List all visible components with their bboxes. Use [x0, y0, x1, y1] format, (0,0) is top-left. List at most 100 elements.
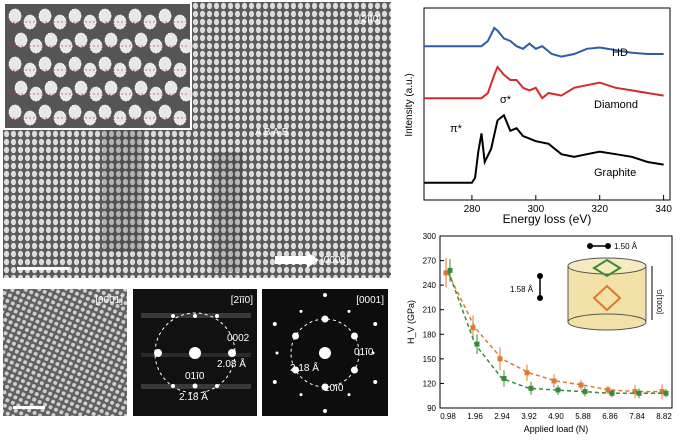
atom-column [38, 104, 52, 120]
atom-column [53, 62, 67, 78]
inset-side-length: 1.58 Å [510, 285, 534, 294]
data-point [474, 341, 480, 347]
diffraction-spot [373, 322, 378, 326]
x-tick-label: 7.84 [629, 412, 645, 421]
diffraction-spot [275, 351, 279, 355]
diffraction-spot [350, 332, 358, 340]
hrtem-image-panel: [2īī0] A B A B [0002] [3, 2, 391, 278]
atom-column [98, 8, 112, 24]
diffraction-spot [292, 332, 300, 340]
atom-column [158, 104, 172, 120]
diffraction-spot [373, 380, 378, 384]
stacking-label: A B A B [255, 127, 289, 138]
plot-frame [439, 235, 673, 409]
atom-column [113, 62, 127, 78]
x-tick-label: 5.88 [575, 412, 591, 421]
atom-column [113, 110, 127, 126]
zone-axis-label: [2īī0] [358, 14, 381, 25]
spacing-label-218b: 2.18 Å [290, 363, 319, 374]
y-axis-label: Intensity (a.u.) [404, 73, 415, 136]
diffraction-spot [299, 309, 303, 313]
data-point [659, 389, 665, 395]
atom-column [173, 62, 187, 78]
series-line-diamond [424, 65, 664, 100]
diffraction-spot [323, 293, 327, 297]
tem-lattice [3, 289, 127, 416]
atom-column [173, 110, 187, 126]
spacing-label-208: 2.08 Å [217, 359, 246, 370]
diffraction-2-svg [272, 293, 378, 413]
diffraction-2-zone-axis: [0001] [356, 295, 384, 306]
atom-column [53, 14, 67, 30]
atom-column [44, 32, 58, 48]
atom-column [68, 8, 82, 24]
atom-column [149, 38, 163, 54]
y-tick-label: 150 [423, 355, 437, 364]
diffraction-spot [350, 366, 358, 374]
atom-column [38, 56, 52, 72]
atom-column [74, 80, 88, 96]
data-point [447, 267, 453, 273]
inset-orange-indent [592, 284, 622, 312]
x-tick-label: 3.92 [521, 412, 537, 421]
y-axis-label: H_V (GPa) [406, 300, 416, 344]
tem-image-0001: [0001] [3, 289, 127, 416]
data-point [555, 387, 561, 393]
inset-axis-label: [0001]G [657, 289, 664, 314]
atom-column [74, 32, 88, 48]
y-tick-label: 270 [423, 257, 437, 266]
tem-zone-axis: [0001] [95, 295, 123, 306]
data-point [609, 390, 615, 396]
data-point [501, 376, 507, 382]
inset-top-length: 1.50 Å [614, 242, 638, 251]
x-tick-label: 280 [464, 204, 481, 215]
inset-cylinder-bottom [567, 313, 647, 331]
atom-column [104, 32, 118, 48]
atom-column [113, 14, 127, 30]
data-point [551, 378, 557, 384]
spot-label-10-10: 10ī0 [324, 383, 344, 394]
x-tick-label: 6.86 [602, 412, 618, 421]
data-point [632, 389, 638, 395]
atom-column [89, 86, 103, 102]
sigma-star-label: σ* [500, 94, 512, 106]
hrtem-inset [3, 2, 193, 130]
atom-column [44, 80, 58, 96]
atom-column [134, 32, 148, 48]
pi-star-label: π* [450, 123, 463, 135]
atom-column [14, 80, 28, 96]
spacing-label-218: 2.18 Å [179, 392, 208, 403]
diffraction-spot [299, 393, 303, 397]
y-tick-label: 240 [423, 281, 437, 290]
legend-label-hd: HD [612, 47, 628, 59]
y-tick-label: 120 [423, 379, 437, 388]
diffraction-spot [347, 309, 351, 313]
hardness-inset: 1.50 Å 1.58 Å [0001]G [510, 242, 664, 331]
atom-column [8, 56, 22, 72]
inset-atom [537, 295, 543, 301]
diffraction-1-zone-axis: [2īī0] [230, 295, 253, 306]
atom-column [128, 56, 142, 72]
diffraction-spot [272, 380, 277, 384]
diffraction-spot [347, 393, 351, 397]
x-axis-label: Energy loss (eV) [503, 212, 592, 226]
diffraction-pattern-1: [2īī0] 0002 2.08 Å 01ī0 2.18 Å [133, 289, 257, 416]
atom-column [98, 104, 112, 120]
data-point [636, 390, 642, 396]
spot-label-01-10: 01ī0 [185, 371, 205, 382]
plot-frame [423, 7, 671, 201]
fit-curve-0 [447, 272, 664, 393]
diffraction-spot [371, 351, 375, 355]
x-tick-label: 1.96 [467, 412, 483, 421]
spot-label-0002: 0002 [227, 333, 250, 344]
spot-label-01-10b: 01ī0 [354, 347, 374, 358]
x-tick-label: 320 [591, 204, 608, 215]
diffraction-spot [292, 366, 300, 374]
diffraction-pattern-2: [0001] 01ī0 2.18 Å 10ī0 [262, 289, 388, 416]
y-tick-label: 90 [427, 404, 436, 413]
inset-atom [605, 243, 611, 249]
atom-column [38, 8, 52, 24]
data-point [524, 370, 530, 376]
atom-column [158, 8, 172, 24]
x-tick-label: 4.90 [548, 412, 564, 421]
